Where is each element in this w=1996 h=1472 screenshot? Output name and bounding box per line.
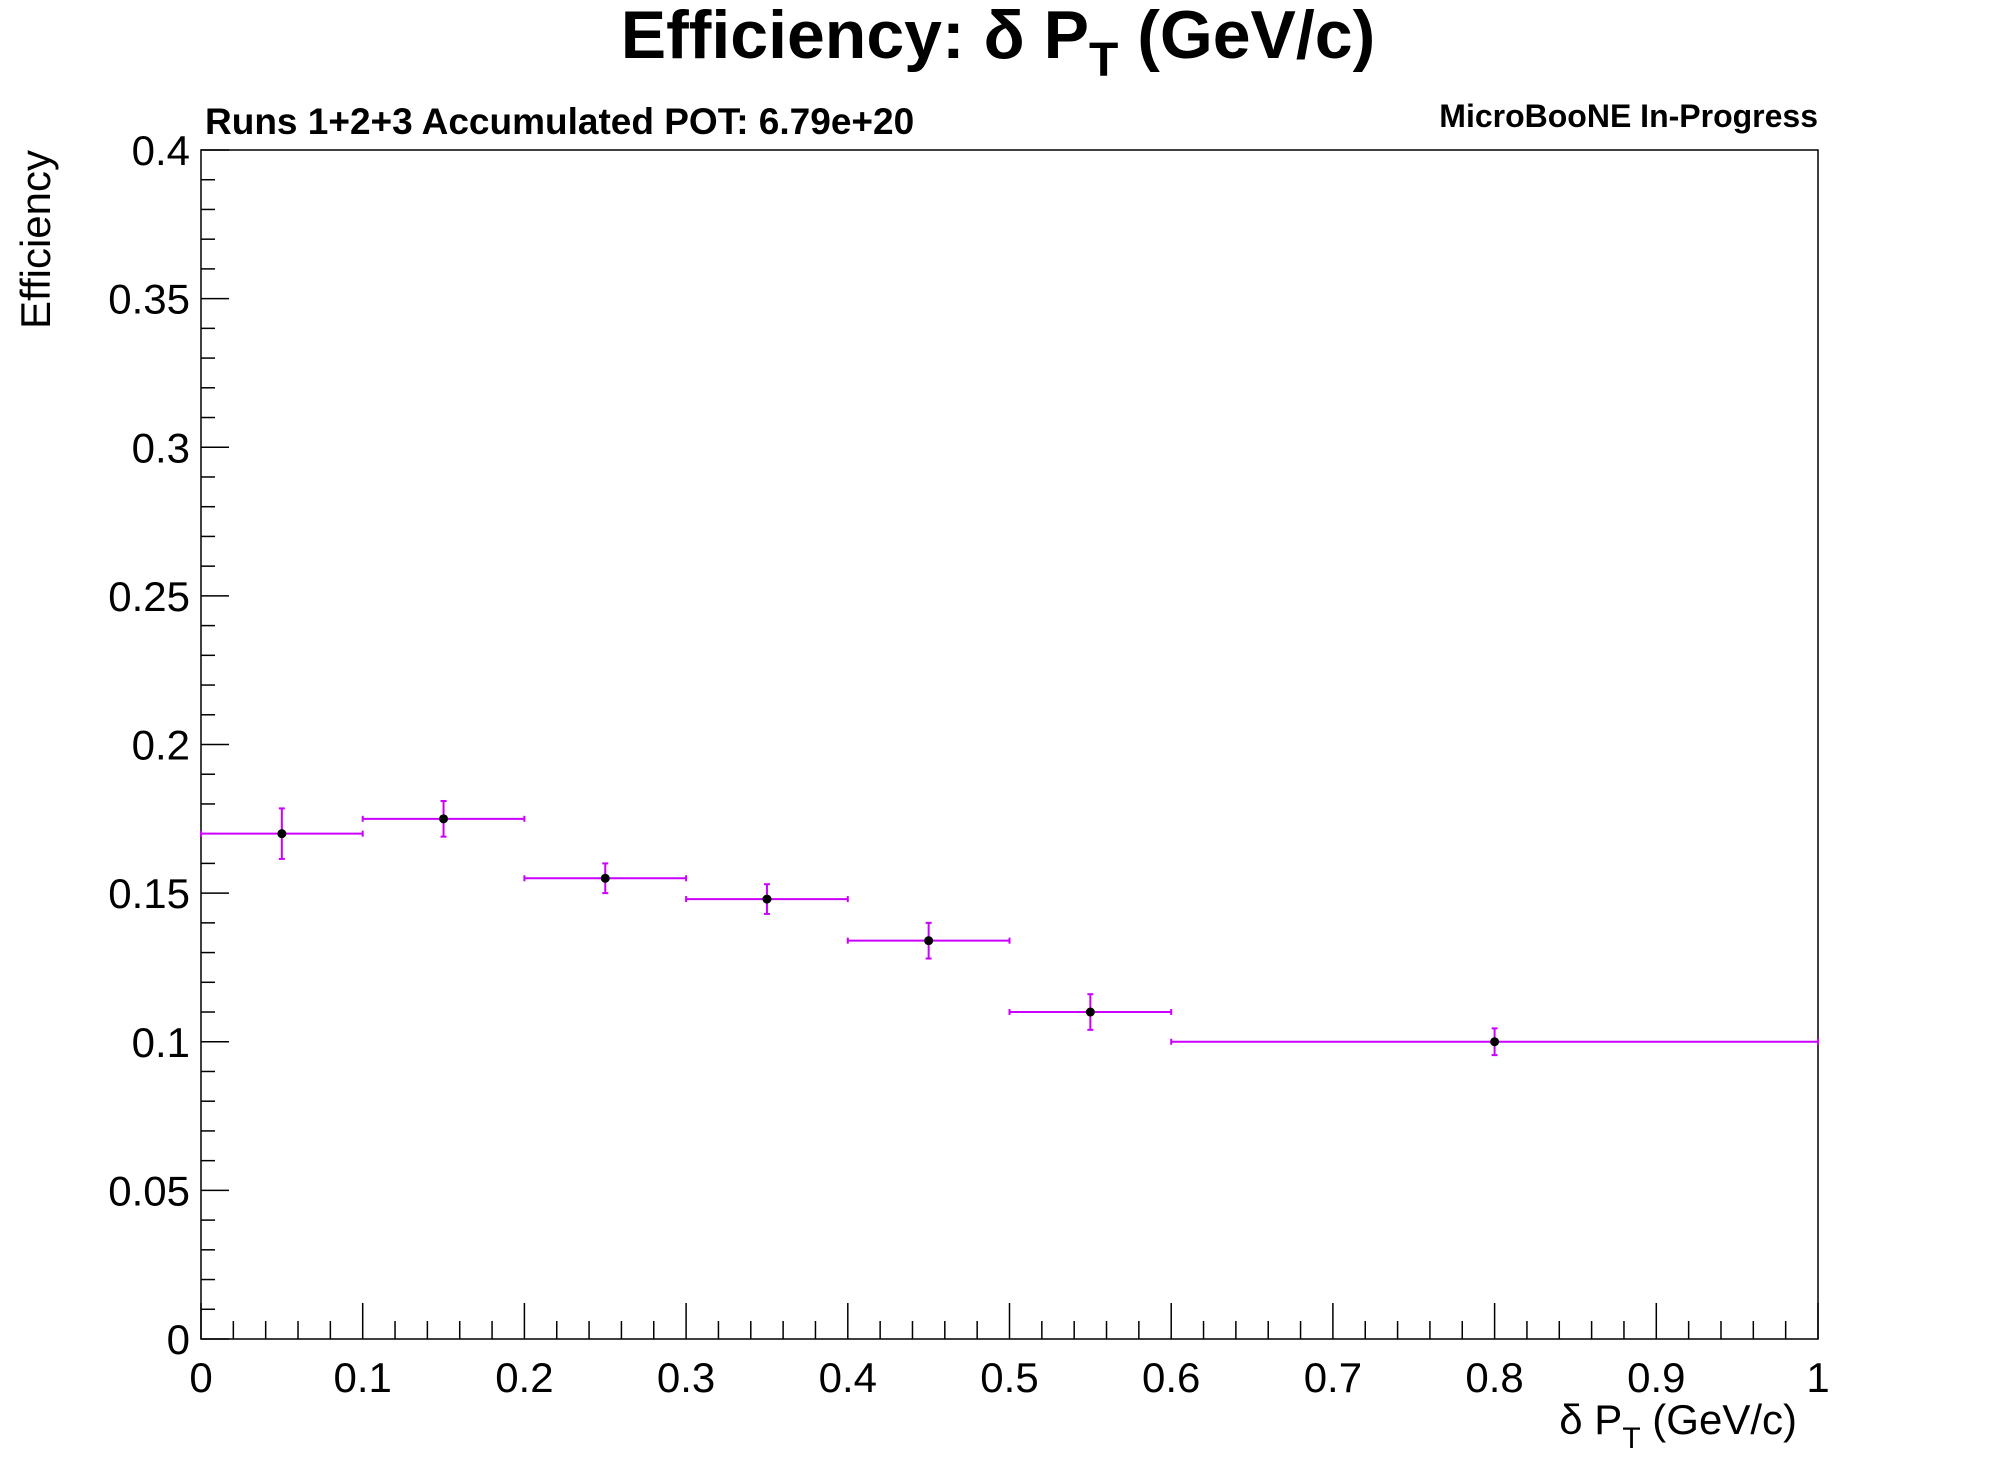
data-point-marker <box>1490 1037 1500 1047</box>
y-tick-label: 0.05 <box>108 1167 190 1214</box>
y-axis-ticks <box>201 149 229 1340</box>
data-point-group <box>361 799 526 838</box>
data-point-marker <box>924 936 934 946</box>
x-tick-label: 0.9 <box>1627 1354 1685 1401</box>
x-tick-label: 0.4 <box>819 1354 877 1401</box>
x-axis-tick-labels: 0 0.1 0.2 0.3 0.4 0.5 0.6 0.7 0.8 0.9 1 <box>189 1354 1829 1401</box>
x-tick-label: 0.2 <box>495 1354 553 1401</box>
x-axis-label: δ PT (GeV/c) <box>1559 1396 1797 1455</box>
y-tick-label: 0.4 <box>132 127 190 174</box>
y-tick-label: 0.3 <box>132 424 190 471</box>
y-axis-tick-labels: 0 0.05 0.1 0.15 0.2 0.25 0.3 0.35 0.4 <box>108 127 190 1363</box>
subtitle-runs-pot: Runs 1+2+3 Accumulated POT: 6.79e+20 <box>205 101 914 142</box>
data-point-group <box>846 921 1011 960</box>
x-tick-label: 0.7 <box>1304 1354 1362 1401</box>
data-point-group <box>1170 1027 1819 1057</box>
data-points-layer <box>200 799 1819 1057</box>
y-tick-label: 0.2 <box>132 722 190 769</box>
data-point-marker <box>439 814 449 824</box>
y-tick-label: 0.15 <box>108 870 190 917</box>
data-point-marker <box>762 894 772 904</box>
y-axis-label: Efficiency <box>12 150 59 329</box>
x-tick-label: 0.1 <box>334 1354 392 1401</box>
x-tick-label: 0.3 <box>657 1354 715 1401</box>
data-point-group <box>523 862 688 895</box>
x-tick-label: 0.5 <box>980 1354 1038 1401</box>
y-tick-label: 0 <box>167 1316 190 1363</box>
data-point-group <box>200 807 364 860</box>
x-axis-ticks <box>200 1303 1819 1339</box>
data-point-marker <box>1085 1007 1095 1017</box>
x-tick-label: 1 <box>1806 1354 1829 1401</box>
data-point-marker <box>277 829 287 839</box>
chart-title: Efficiency: δ PT (GeV/c) <box>621 0 1376 87</box>
x-tick-label: 0.6 <box>1142 1354 1200 1401</box>
data-point-marker <box>600 873 610 883</box>
x-tick-label: 0.8 <box>1465 1354 1523 1401</box>
y-tick-label: 0.1 <box>132 1019 190 1066</box>
y-tick-label: 0.35 <box>108 276 190 323</box>
plot-frame <box>200 149 1819 1340</box>
data-point-group <box>1008 993 1173 1031</box>
y-tick-label: 0.25 <box>108 573 190 620</box>
subtitle-experiment: MicroBooNE In-Progress <box>1439 98 1818 134</box>
x-tick-label: 0 <box>189 1354 212 1401</box>
data-point-group <box>685 883 849 915</box>
